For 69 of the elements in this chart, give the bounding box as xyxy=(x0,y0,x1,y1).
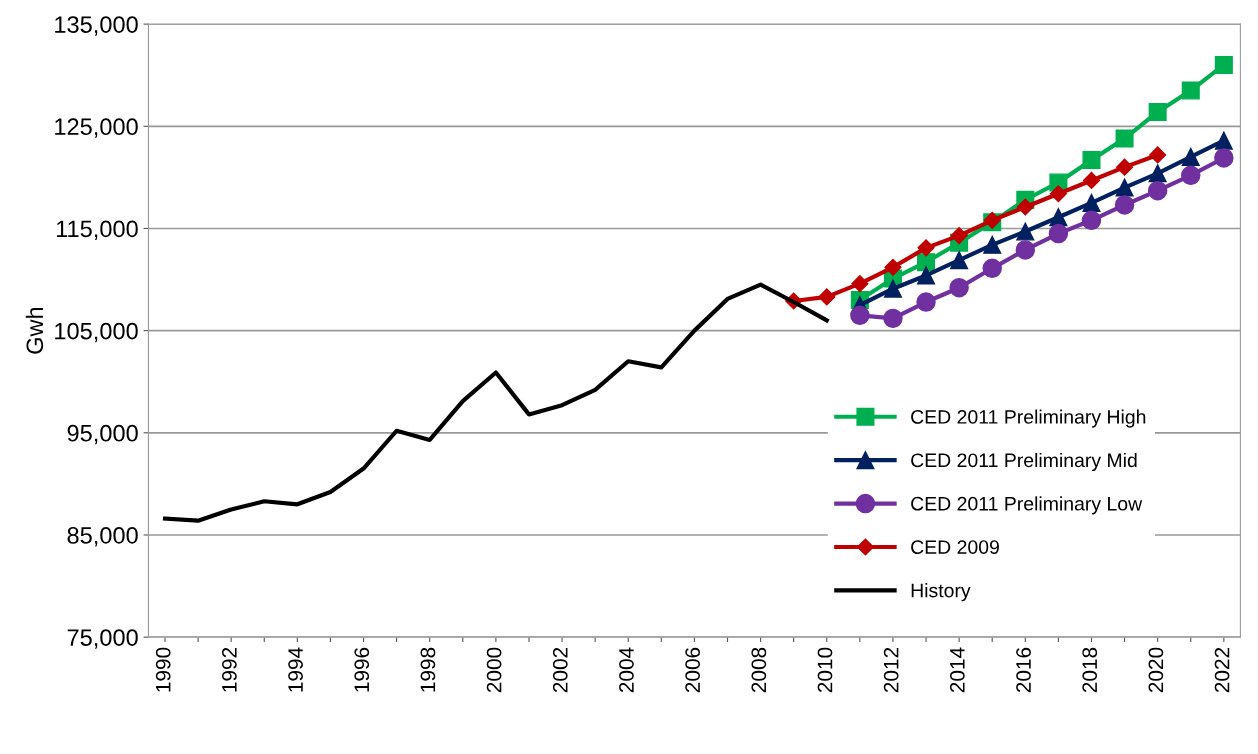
point xyxy=(1181,81,1200,100)
legend-label: CED 2011 Preliminary High xyxy=(911,409,1146,428)
point xyxy=(1049,185,1067,203)
point xyxy=(950,251,969,270)
point xyxy=(916,292,936,312)
point xyxy=(1048,223,1069,244)
point xyxy=(1181,147,1200,166)
legend-label: CED 2011 Preliminary Low xyxy=(911,496,1143,515)
point xyxy=(1214,148,1234,168)
x-tick-label: 1994 xyxy=(288,647,303,692)
point xyxy=(917,266,936,285)
point xyxy=(1081,210,1102,231)
y-tick-label: 115,000 xyxy=(56,220,138,241)
point xyxy=(1214,55,1233,75)
y-tick-label: 95,000 xyxy=(67,424,138,445)
x-tick-label: 2008 xyxy=(751,647,767,693)
legend-label: CED 2009 xyxy=(911,540,999,554)
y-tick-label: 85,000 xyxy=(67,527,138,547)
point xyxy=(1116,158,1134,176)
point xyxy=(1147,180,1168,201)
x-tick-label: 2022 xyxy=(1214,647,1230,693)
x-tick-label: 2018 xyxy=(1082,647,1098,693)
x-tick-label: 2004 xyxy=(619,647,634,693)
point xyxy=(884,258,902,276)
point xyxy=(917,253,936,272)
y-tick-label: 75,000 xyxy=(67,629,138,649)
y-axis-title: Gwh xyxy=(25,307,44,354)
x-tick-label: 2014 xyxy=(949,647,965,693)
point xyxy=(1214,131,1233,150)
y-tick-label: 135,000 xyxy=(55,16,138,36)
point xyxy=(1148,102,1167,122)
line-series xyxy=(162,282,829,523)
x-tick-label: 2020 xyxy=(1148,647,1164,693)
point xyxy=(982,258,1002,279)
point xyxy=(1149,146,1167,164)
y-tick-label: 105,000 xyxy=(55,322,138,343)
point xyxy=(949,277,969,298)
point xyxy=(883,279,902,298)
point xyxy=(1016,222,1035,241)
x-tick-label: 2006 xyxy=(685,647,701,693)
x-tick-label: 1990 xyxy=(155,647,171,692)
point xyxy=(883,308,903,329)
point xyxy=(1115,129,1134,148)
legend-label: History xyxy=(911,583,971,602)
point xyxy=(1181,165,1201,186)
point xyxy=(1082,171,1101,189)
y-tick-label: 125,000 xyxy=(55,118,138,138)
point xyxy=(1082,193,1101,212)
point xyxy=(850,305,870,326)
x-tick-label: 1996 xyxy=(354,647,370,692)
x-tick-label: 1992 xyxy=(222,647,237,692)
point xyxy=(1015,240,1036,260)
point xyxy=(1016,198,1034,216)
x-tick-label: 2002 xyxy=(552,647,568,693)
point xyxy=(1115,178,1134,197)
x-tick-label: 1998 xyxy=(420,647,436,692)
point xyxy=(1114,195,1135,215)
point xyxy=(851,275,869,293)
point xyxy=(818,288,836,306)
x-tick-label: 2000 xyxy=(486,647,502,693)
point xyxy=(917,239,935,257)
legend-label: CED 2011 Preliminary Mid xyxy=(911,452,1137,472)
point xyxy=(983,235,1002,254)
x-tick-label: 2012 xyxy=(883,647,899,693)
point xyxy=(1082,150,1101,170)
x-tick-label: 2016 xyxy=(1016,647,1031,693)
point xyxy=(1148,164,1167,183)
x-tick-label: 2010 xyxy=(817,647,833,693)
point xyxy=(950,227,968,245)
